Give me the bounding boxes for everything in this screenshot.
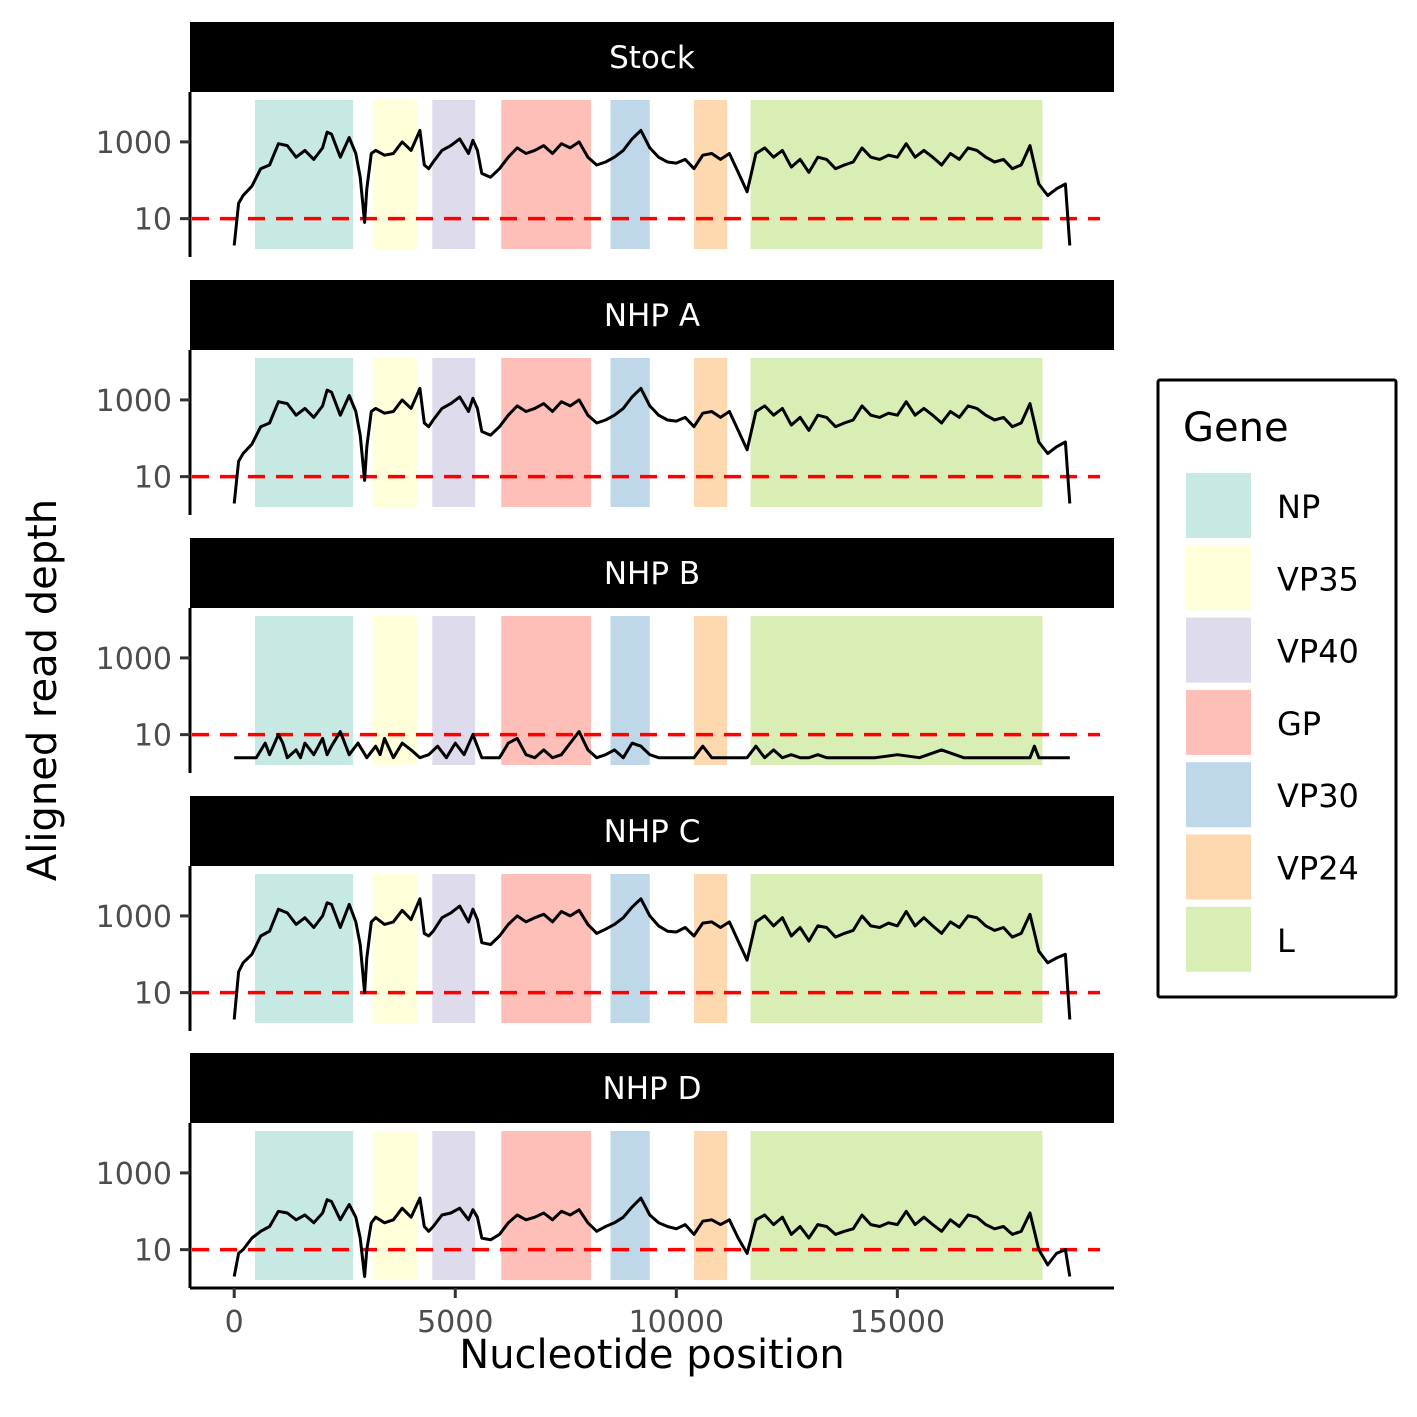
x-tick-label: 15000: [850, 1305, 945, 1340]
y-axis-label: Aligned read depth: [20, 499, 66, 881]
y-tick-label: 1000: [96, 384, 172, 419]
facet-strip-label: Stock: [609, 40, 695, 76]
gene-band-vp40: [432, 874, 476, 1023]
gene-band-np: [254, 1131, 354, 1280]
gene-band-l: [750, 100, 1043, 249]
legend-key-vp40: [1186, 617, 1251, 683]
gene-band-np: [254, 358, 354, 507]
gene-band-vp40: [432, 1131, 476, 1280]
gene-band-vp24: [694, 1131, 728, 1280]
gene-band-vp30: [610, 100, 650, 249]
y-tick-label: 1000: [96, 642, 172, 677]
facet-strip-label: NHP D: [603, 1071, 702, 1107]
gene-band-vp35: [372, 358, 418, 507]
legend-label-vp35: VP35: [1277, 560, 1359, 598]
legend-label-np: NP: [1277, 488, 1320, 526]
legend-label-vp40: VP40: [1277, 633, 1359, 671]
coverage-line: [234, 730, 1070, 760]
gene-band-gp: [501, 358, 591, 507]
x-axis: 0 5000 10000 15000: [190, 1286, 1114, 1340]
gene-band-vp40: [432, 616, 476, 765]
gene-band-vp30: [610, 874, 650, 1023]
coverage-line: [232, 128, 1072, 246]
panel-nhp-a: NHP A 10 1000: [96, 280, 1114, 515]
y-tick-label: 1000: [96, 1157, 172, 1192]
x-tick-label: 0: [225, 1305, 244, 1340]
legend-box: [1156, 378, 1398, 999]
y-tick-label: 10: [134, 1234, 172, 1269]
panel-nhp-d: NHP D 10 1000: [96, 1053, 1114, 1288]
panel-nhp-c: NHP C 10 1000: [96, 796, 1114, 1031]
coverage-line: [232, 1196, 1072, 1278]
gene-band-vp30: [610, 358, 650, 507]
gene-band-vp40: [432, 100, 476, 249]
gene-band-np: [254, 874, 354, 1023]
y-tick-label: 1000: [96, 900, 172, 935]
gene-band-gp: [501, 616, 591, 765]
panel-nhp-b: NHP B 10 1000: [96, 538, 1114, 773]
legend-key-vp35: [1186, 545, 1251, 611]
gene-band-l: [750, 616, 1043, 765]
y-tick-label: 10: [134, 461, 172, 496]
x-tick-label: 5000: [417, 1305, 493, 1340]
legend-key-gp: [1186, 689, 1251, 755]
coverage-line: [232, 386, 1072, 504]
facet-panels: Stock 10 1000 NHP A 10 1000 NHP B 10 1000 NHP C 10…: [96, 22, 1114, 1288]
legend-key-l: [1186, 906, 1251, 972]
y-tick-label: 10: [134, 719, 172, 754]
facet-strip: [190, 22, 1114, 92]
gene-band-vp35: [372, 616, 418, 765]
gene-band-gp: [501, 1131, 591, 1280]
gene-band-l: [750, 874, 1043, 1023]
gene-band-l: [750, 358, 1043, 507]
legend-label-vp30: VP30: [1277, 777, 1359, 815]
gene-band-vp35: [372, 1131, 418, 1280]
gene-band-vp24: [694, 874, 728, 1023]
facet-strip-label: NHP C: [604, 814, 701, 850]
gene-band-vp24: [694, 100, 728, 249]
gene-band-gp: [501, 100, 591, 249]
x-axis-label: Nucleotide position: [459, 1332, 844, 1378]
gene-band-vp35: [372, 874, 418, 1023]
gene-band-l: [750, 1131, 1043, 1280]
gene-band-vp40: [432, 358, 476, 507]
facet-strip-label: NHP A: [604, 298, 700, 334]
y-tick-label: 1000: [96, 126, 172, 161]
facet-strip: [190, 796, 1114, 866]
legend-key-vp24: [1186, 834, 1251, 900]
legend-key-np: [1186, 473, 1251, 538]
gene-band-vp35: [372, 100, 418, 249]
legend-label-gp: GP: [1277, 705, 1321, 743]
coverage-line: [232, 897, 1072, 1020]
gene-band-gp: [501, 874, 591, 1023]
legend: Gene NP VP35 VP40 GP VP30 VP24 L: [1156, 378, 1398, 999]
gene-band-np: [254, 100, 354, 249]
x-tick-label: 10000: [629, 1305, 724, 1340]
legend-label-vp24: VP24: [1277, 850, 1359, 888]
legend-title: Gene: [1183, 405, 1289, 451]
gene-band-vp30: [610, 616, 650, 765]
facet-strip: [190, 538, 1114, 608]
facet-strip: [190, 280, 1114, 350]
legend-key-vp30: [1186, 762, 1251, 828]
legend-label-l: L: [1277, 922, 1295, 960]
panel-stock: Stock 10 1000: [96, 22, 1114, 257]
y-tick-label: 10: [134, 977, 172, 1012]
facet-strip: [190, 1053, 1114, 1123]
gene-band-vp24: [694, 616, 728, 765]
y-tick-label: 10: [134, 203, 172, 238]
facet-strip-label: NHP B: [604, 556, 700, 592]
gene-band-vp24: [694, 358, 728, 507]
